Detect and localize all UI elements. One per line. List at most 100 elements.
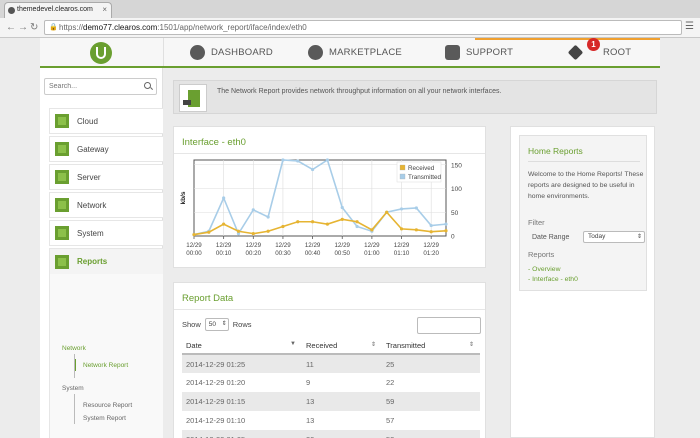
sidebar-item-label: Server <box>77 172 101 182</box>
browser-tab-title: themedevel.clearos.com <box>17 6 93 13</box>
column-header-date[interactable]: Date ▼ <box>182 337 302 355</box>
show-label: Show <box>182 320 201 329</box>
nav-support[interactable]: SUPPORT <box>445 38 513 66</box>
data-point-transmitted <box>399 207 404 211</box>
x-tick-label: 01:20 <box>423 250 439 257</box>
data-point-transmitted <box>296 159 300 163</box>
column-header-transmitted[interactable]: Transmitted ⇕ <box>382 337 480 355</box>
legend-swatch <box>399 164 406 171</box>
table-filter-input[interactable] <box>417 317 481 334</box>
cell-transmitted: 52 <box>382 430 480 438</box>
forward-icon[interactable]: → <box>18 22 28 33</box>
nav-marketplace[interactable]: MARKETPLACE <box>308 38 402 66</box>
browser-menu-icon[interactable]: ☰ <box>685 21 694 32</box>
submenu-tree-line <box>74 354 75 378</box>
sidebar-item-server[interactable]: Server <box>49 164 163 190</box>
nav-dashboard[interactable]: DASHBOARD <box>190 38 273 66</box>
x-tick-label: 12/29 <box>394 242 410 249</box>
cell-date: 2014-12-29 01:10 <box>186 416 246 425</box>
cell-transmitted: 59 <box>382 392 480 411</box>
home-reports-description: Welcome to the Home Reports! These repor… <box>528 171 644 200</box>
panel-divider <box>528 161 640 162</box>
data-point-received <box>385 210 389 214</box>
data-point-received <box>444 229 448 233</box>
x-tick-label: 12/29 <box>334 242 350 249</box>
report-link-overview[interactable]: - Overview <box>528 266 561 273</box>
report-table: Date ▼ Received ⇕ Transmitted ⇕ 2014-12-29 … <box>182 337 480 438</box>
sidebar-item-gateway[interactable]: Gateway <box>49 136 163 162</box>
report-link-interface-eth0[interactable]: - Interface - eth0 <box>528 276 578 283</box>
notification-badge[interactable]: 1 <box>587 38 600 51</box>
search-input[interactable] <box>44 78 157 95</box>
panel-divider <box>174 153 485 154</box>
data-point-received <box>236 229 241 233</box>
back-icon[interactable]: ← <box>6 22 16 33</box>
cell-received: 30 <box>302 430 382 438</box>
sidebar-item-network[interactable]: Network <box>49 192 163 218</box>
nav-divider <box>163 38 164 66</box>
submenu-heading-network: Network <box>62 345 86 352</box>
sidebar-item-label: Network <box>77 200 107 210</box>
browser-tab-bar: themedevel.clearos.com × <box>0 0 700 18</box>
data-point-received <box>355 220 359 224</box>
column-header-label: Date <box>186 340 202 350</box>
sidebar-item-label: Gateway <box>77 144 109 154</box>
main-content: The Network Report provides network thro… <box>163 68 660 438</box>
column-header-label: Received <box>306 340 338 350</box>
data-point-transmitted <box>414 206 418 210</box>
column-header-label: Transmitted <box>386 340 426 350</box>
support-icon <box>445 44 460 60</box>
reload-icon[interactable]: ↻ <box>30 22 39 33</box>
clearos-logo[interactable] <box>90 42 112 64</box>
nav-root-label: ROOT <box>603 46 632 58</box>
x-tick-label: 12/29 <box>305 242 321 249</box>
x-tick-label: 00:00 <box>186 250 202 257</box>
submenu-link-system-report[interactable]: System Report <box>83 415 126 422</box>
data-point-received <box>251 232 255 236</box>
submenu-link-network-report[interactable]: Network Report <box>74 359 129 371</box>
cube-icon <box>55 198 69 212</box>
cube-icon <box>55 170 69 184</box>
date-range-select[interactable]: Today <box>583 231 645 243</box>
data-point-transmitted <box>281 158 285 162</box>
rows-label: Rows <box>232 320 252 329</box>
sidebar-item-system[interactable]: System <box>49 220 163 246</box>
column-header-received[interactable]: Received ⇕ <box>302 337 382 355</box>
url-host: demo77.clearos.com <box>83 23 158 32</box>
data-point-received <box>192 232 196 237</box>
lock-icon: 🔒 <box>49 24 58 31</box>
browser-tab[interactable]: themedevel.clearos.com × <box>4 2 112 18</box>
data-point-received <box>429 230 433 234</box>
sort-desc-icon: ▼ <box>290 341 296 347</box>
home-reports-box: Home Reports Welcome to the Home Reports… <box>519 135 647 291</box>
cube-icon <box>55 226 69 240</box>
search-icon[interactable] <box>144 82 151 89</box>
submenu-link-resource-report[interactable]: Resource Report <box>83 402 133 409</box>
table-header-row: Date ▼ Received ⇕ Transmitted ⇕ <box>182 337 480 355</box>
data-point-received <box>399 227 404 231</box>
reports-submenu: Network Network Report System Resource R… <box>49 274 163 438</box>
data-point-transmitted <box>444 222 448 226</box>
url-field[interactable]: 🔒 https://demo77.clearos.com:1501/app/ne… <box>44 20 682 35</box>
sidebar-item-cloud[interactable]: Cloud <box>49 108 163 134</box>
cube-icon <box>55 254 69 269</box>
legend-swatch <box>399 173 406 180</box>
tab-close-icon[interactable]: × <box>102 5 107 14</box>
speedometer-icon <box>190 44 205 60</box>
submenu-tree-line <box>74 394 75 424</box>
panel-divider <box>174 309 485 310</box>
home-reports-title: Home Reports <box>528 146 583 156</box>
cube-icon <box>55 114 69 128</box>
y-tick-label: 100 <box>451 186 462 193</box>
submenu-heading-system: System <box>62 385 84 392</box>
sidebar-item-reports[interactable]: Reports <box>49 248 163 274</box>
home-reports-panel: Home Reports Welcome to the Home Reports… <box>510 126 655 438</box>
series-line-received <box>193 211 447 236</box>
nav-root[interactable]: ROOT <box>567 38 632 66</box>
x-tick-label: 12/29 <box>186 242 202 249</box>
data-point-transmitted <box>340 205 344 210</box>
cell-received: 13 <box>302 392 382 411</box>
sort-icon: ⇕ <box>370 342 376 348</box>
legend-label: Transmitted <box>408 174 442 181</box>
page-size-select[interactable]: 50 <box>204 318 229 331</box>
